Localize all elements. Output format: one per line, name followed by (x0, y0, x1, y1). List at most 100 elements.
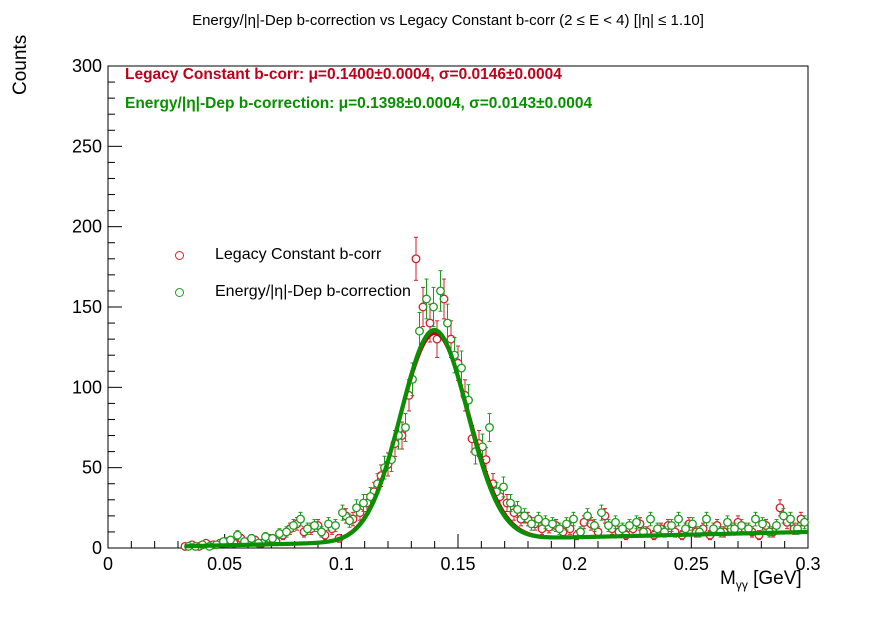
data-point (233, 530, 242, 540)
axis-ticks: 0 0.05 0.1 0.15 0.2 0.25 0.3 0 50 100 150 200 250 300 (72, 56, 821, 574)
data-point (775, 503, 785, 513)
data-point (506, 498, 515, 508)
x-axis-title-unit: [GeV] (747, 568, 802, 589)
data-point (534, 514, 543, 524)
legend-label-energy-dep: Energy/|η|-Dep b-correction (215, 283, 411, 300)
data-point (310, 521, 319, 530)
legend-entry-energy-dep: Energy/|η|-Dep b-correction (160, 282, 411, 302)
legend-entry-legacy: Legacy Constant b-corr (160, 245, 381, 265)
data-point (317, 527, 326, 537)
data-point (583, 511, 592, 521)
data-point (226, 535, 235, 545)
data-point (667, 521, 676, 530)
data-point (737, 521, 746, 530)
data-point (520, 511, 529, 521)
chart-title: Energy/|η|-Dep b-correction vs Legacy Co… (192, 12, 704, 29)
data-point (422, 294, 431, 304)
y-tick-label: 100 (72, 377, 102, 397)
x-tick-label: 0 (103, 554, 113, 574)
data-point (555, 524, 564, 534)
data-point (436, 286, 445, 296)
fit-curves (184, 327, 809, 549)
data-point (590, 521, 599, 530)
legend-marker-energy-dep (175, 287, 184, 297)
data-point (429, 302, 438, 312)
data-point (772, 521, 781, 530)
data-point (702, 514, 711, 524)
data-point (618, 524, 627, 534)
y-tick-label: 50 (82, 458, 102, 478)
y-tick-label: 200 (72, 217, 102, 237)
data-point (513, 504, 522, 514)
series-energy-dep (184, 270, 809, 551)
x-tick-label: 0.15 (440, 554, 475, 574)
data-point (569, 514, 578, 524)
data-point (597, 508, 606, 518)
fit-result-legacy: Legacy Constant b-corr: μ=0.1400±0.0004,… (125, 66, 562, 83)
data-point (261, 532, 270, 542)
data-point (800, 517, 809, 527)
data-point (247, 533, 256, 543)
data-point (653, 524, 662, 534)
data-point (275, 529, 284, 538)
data-point (411, 254, 421, 264)
x-tick-label: 0.05 (207, 554, 242, 574)
data-point (611, 517, 620, 527)
fit-curve-energy-dep (184, 327, 809, 549)
data-point (751, 514, 760, 524)
data-point (646, 514, 655, 524)
data-point (499, 482, 508, 492)
data-point (457, 363, 466, 373)
legend-marker-legacy (175, 250, 184, 260)
data-point (758, 519, 767, 529)
data-point (303, 524, 312, 534)
fit-result-energy-dep: Energy/|η|-Dep b-correction: μ=0.1398±0.… (125, 95, 593, 112)
x-tick-label: 0.1 (329, 554, 354, 574)
legend: Legacy Constant b-corr Energy/|η|-Dep b-… (160, 240, 420, 310)
data-point (352, 503, 361, 513)
data-point (289, 521, 298, 530)
data-point (779, 511, 788, 521)
data-point (345, 516, 354, 526)
data-point (688, 519, 697, 529)
legend-label-legacy: Legacy Constant b-corr (215, 246, 382, 263)
data-point (625, 521, 634, 530)
data-point (425, 318, 435, 328)
data-point (723, 517, 732, 527)
data-point (331, 521, 340, 530)
x-axis-title-subscript: γγ (735, 577, 748, 592)
data-point (296, 514, 305, 524)
data-point (527, 519, 536, 529)
data-point (576, 527, 585, 537)
data-point (443, 318, 452, 328)
data-point (562, 519, 571, 529)
y-axis-title: Counts (10, 34, 31, 95)
data-point (632, 517, 641, 527)
data-point (548, 519, 557, 529)
data-point (401, 423, 410, 432)
data-point (282, 527, 291, 537)
y-tick-label: 300 (72, 56, 102, 76)
data-point (439, 294, 449, 304)
fit-curve-legacy (184, 331, 809, 548)
data-point (415, 326, 424, 336)
y-tick-label: 0 (92, 538, 102, 558)
data-point (268, 533, 277, 543)
x-axis-title: Mγγ [GeV] (720, 568, 802, 592)
data-point (359, 498, 368, 508)
data-point (418, 302, 428, 312)
y-tick-label: 250 (72, 136, 102, 156)
data-point (485, 423, 494, 432)
data-point (786, 514, 795, 524)
data-point (338, 508, 347, 518)
x-axis-title-main: M (720, 568, 736, 589)
x-tick-label: 0.2 (562, 554, 587, 574)
x-tick-label: 0.25 (674, 554, 709, 574)
data-point (674, 514, 683, 524)
data-point (541, 517, 550, 527)
data-point (324, 519, 333, 529)
data-point (604, 521, 613, 530)
data-point (681, 524, 690, 534)
y-tick-label: 150 (72, 297, 102, 317)
